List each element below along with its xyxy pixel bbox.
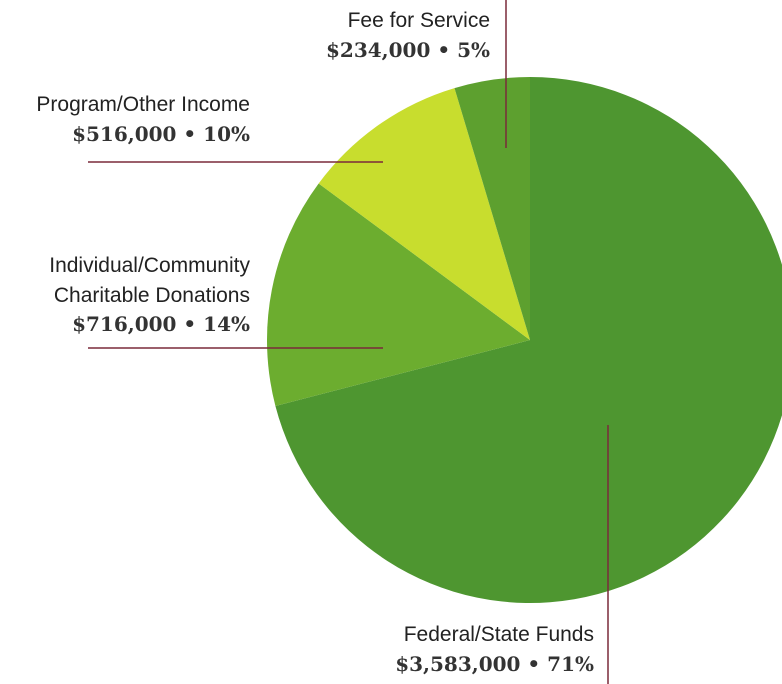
slice-value-program-other-income: $516,000 • 10% [72,122,250,146]
slice-label-individual-community-charitable-donations-line-1: Individual/Community [49,254,250,277]
pie-slices [267,77,782,603]
slice-label-fee-for-service: Fee for Service [348,9,490,32]
slice-value-federal-state-funds: $3,583,000 • 71% [395,652,594,676]
slice-labels: Federal/State Funds $3,583,000 • 71% Indiv… [36,9,594,676]
pie-slice-fee-for-service [454,77,530,340]
pie-slice-federal-state-funds [275,77,782,603]
slice-label-program-other-income: Program/Other Income [36,93,250,116]
slice-value-fee-for-service: $234,000 • 5% [326,38,490,62]
slice-label-individual-community-charitable-donations-line-2: Charitable Donations [54,284,250,307]
pie-slice-program-other-income [318,88,530,340]
slice-label-federal-state-funds: Federal/State Funds [404,623,594,646]
slice-value-individual-community-charitable-donations: $716,000 • 14% [72,312,250,336]
leader-lines [88,0,609,684]
pie-slice-individual-community-charitable-donations [267,183,530,406]
